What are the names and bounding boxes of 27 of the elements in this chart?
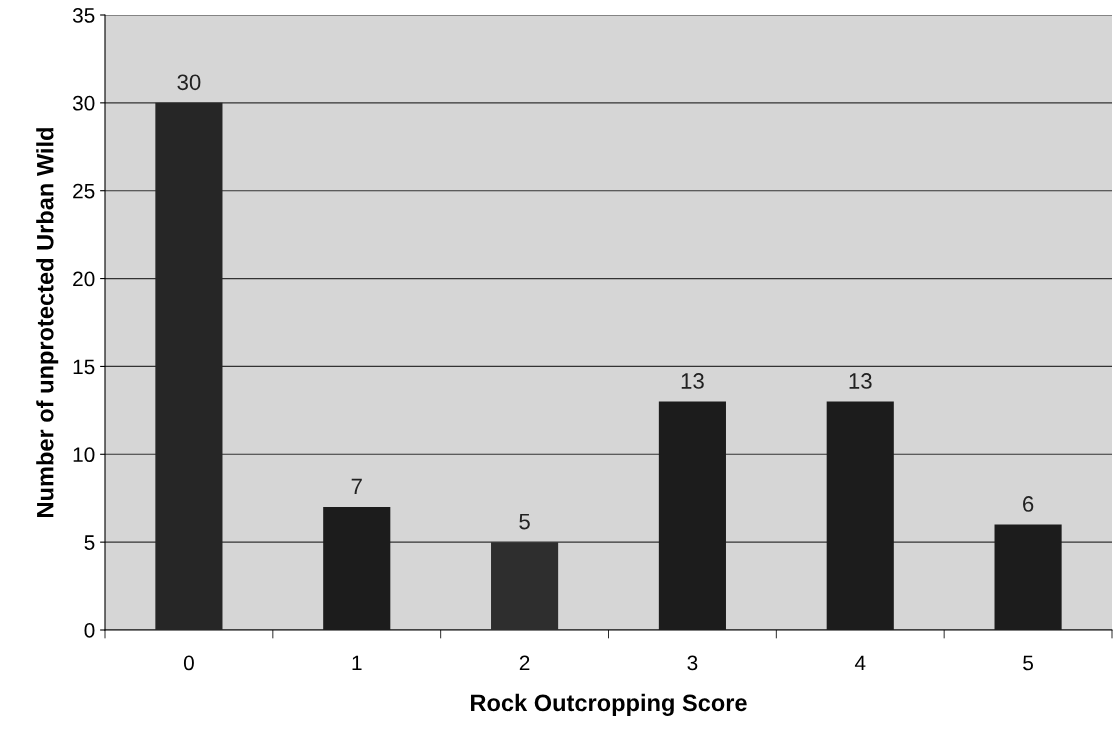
x-tick-label: 0	[183, 655, 194, 671]
y-tick-label: 0	[84, 623, 95, 638]
y-axis-title: Number of unprotected Urban Wild	[36, 128, 59, 517]
y-tick-label: 35	[72, 8, 95, 23]
y-tick-label: 25	[73, 183, 95, 199]
y-tick-label: 20	[73, 271, 95, 287]
y-tick-label: 10	[73, 447, 95, 463]
bar	[155, 102, 223, 630]
data-label: 13	[849, 373, 872, 389]
x-tick-label: 5	[1023, 655, 1033, 671]
bar	[323, 507, 391, 630]
x-tick-label: 4	[854, 655, 866, 671]
y-tick-label: 15	[73, 359, 95, 375]
bar	[826, 401, 894, 630]
y-tick-label: 5	[84, 535, 95, 550]
y-tick-label: 30	[72, 95, 95, 111]
data-label: 5	[519, 513, 530, 530]
data-label: 13	[681, 373, 704, 389]
x-tick-label: 2	[519, 655, 530, 671]
bar	[994, 524, 1062, 630]
x-axis-title: Rock Outcropping Score	[471, 693, 747, 716]
data-label: 30	[177, 74, 201, 91]
x-tick-label: 3	[687, 655, 698, 671]
bar	[658, 401, 726, 630]
data-label: 6	[1023, 496, 1034, 512]
data-label: 7	[351, 478, 362, 495]
x-tick-label: 1	[352, 655, 362, 671]
